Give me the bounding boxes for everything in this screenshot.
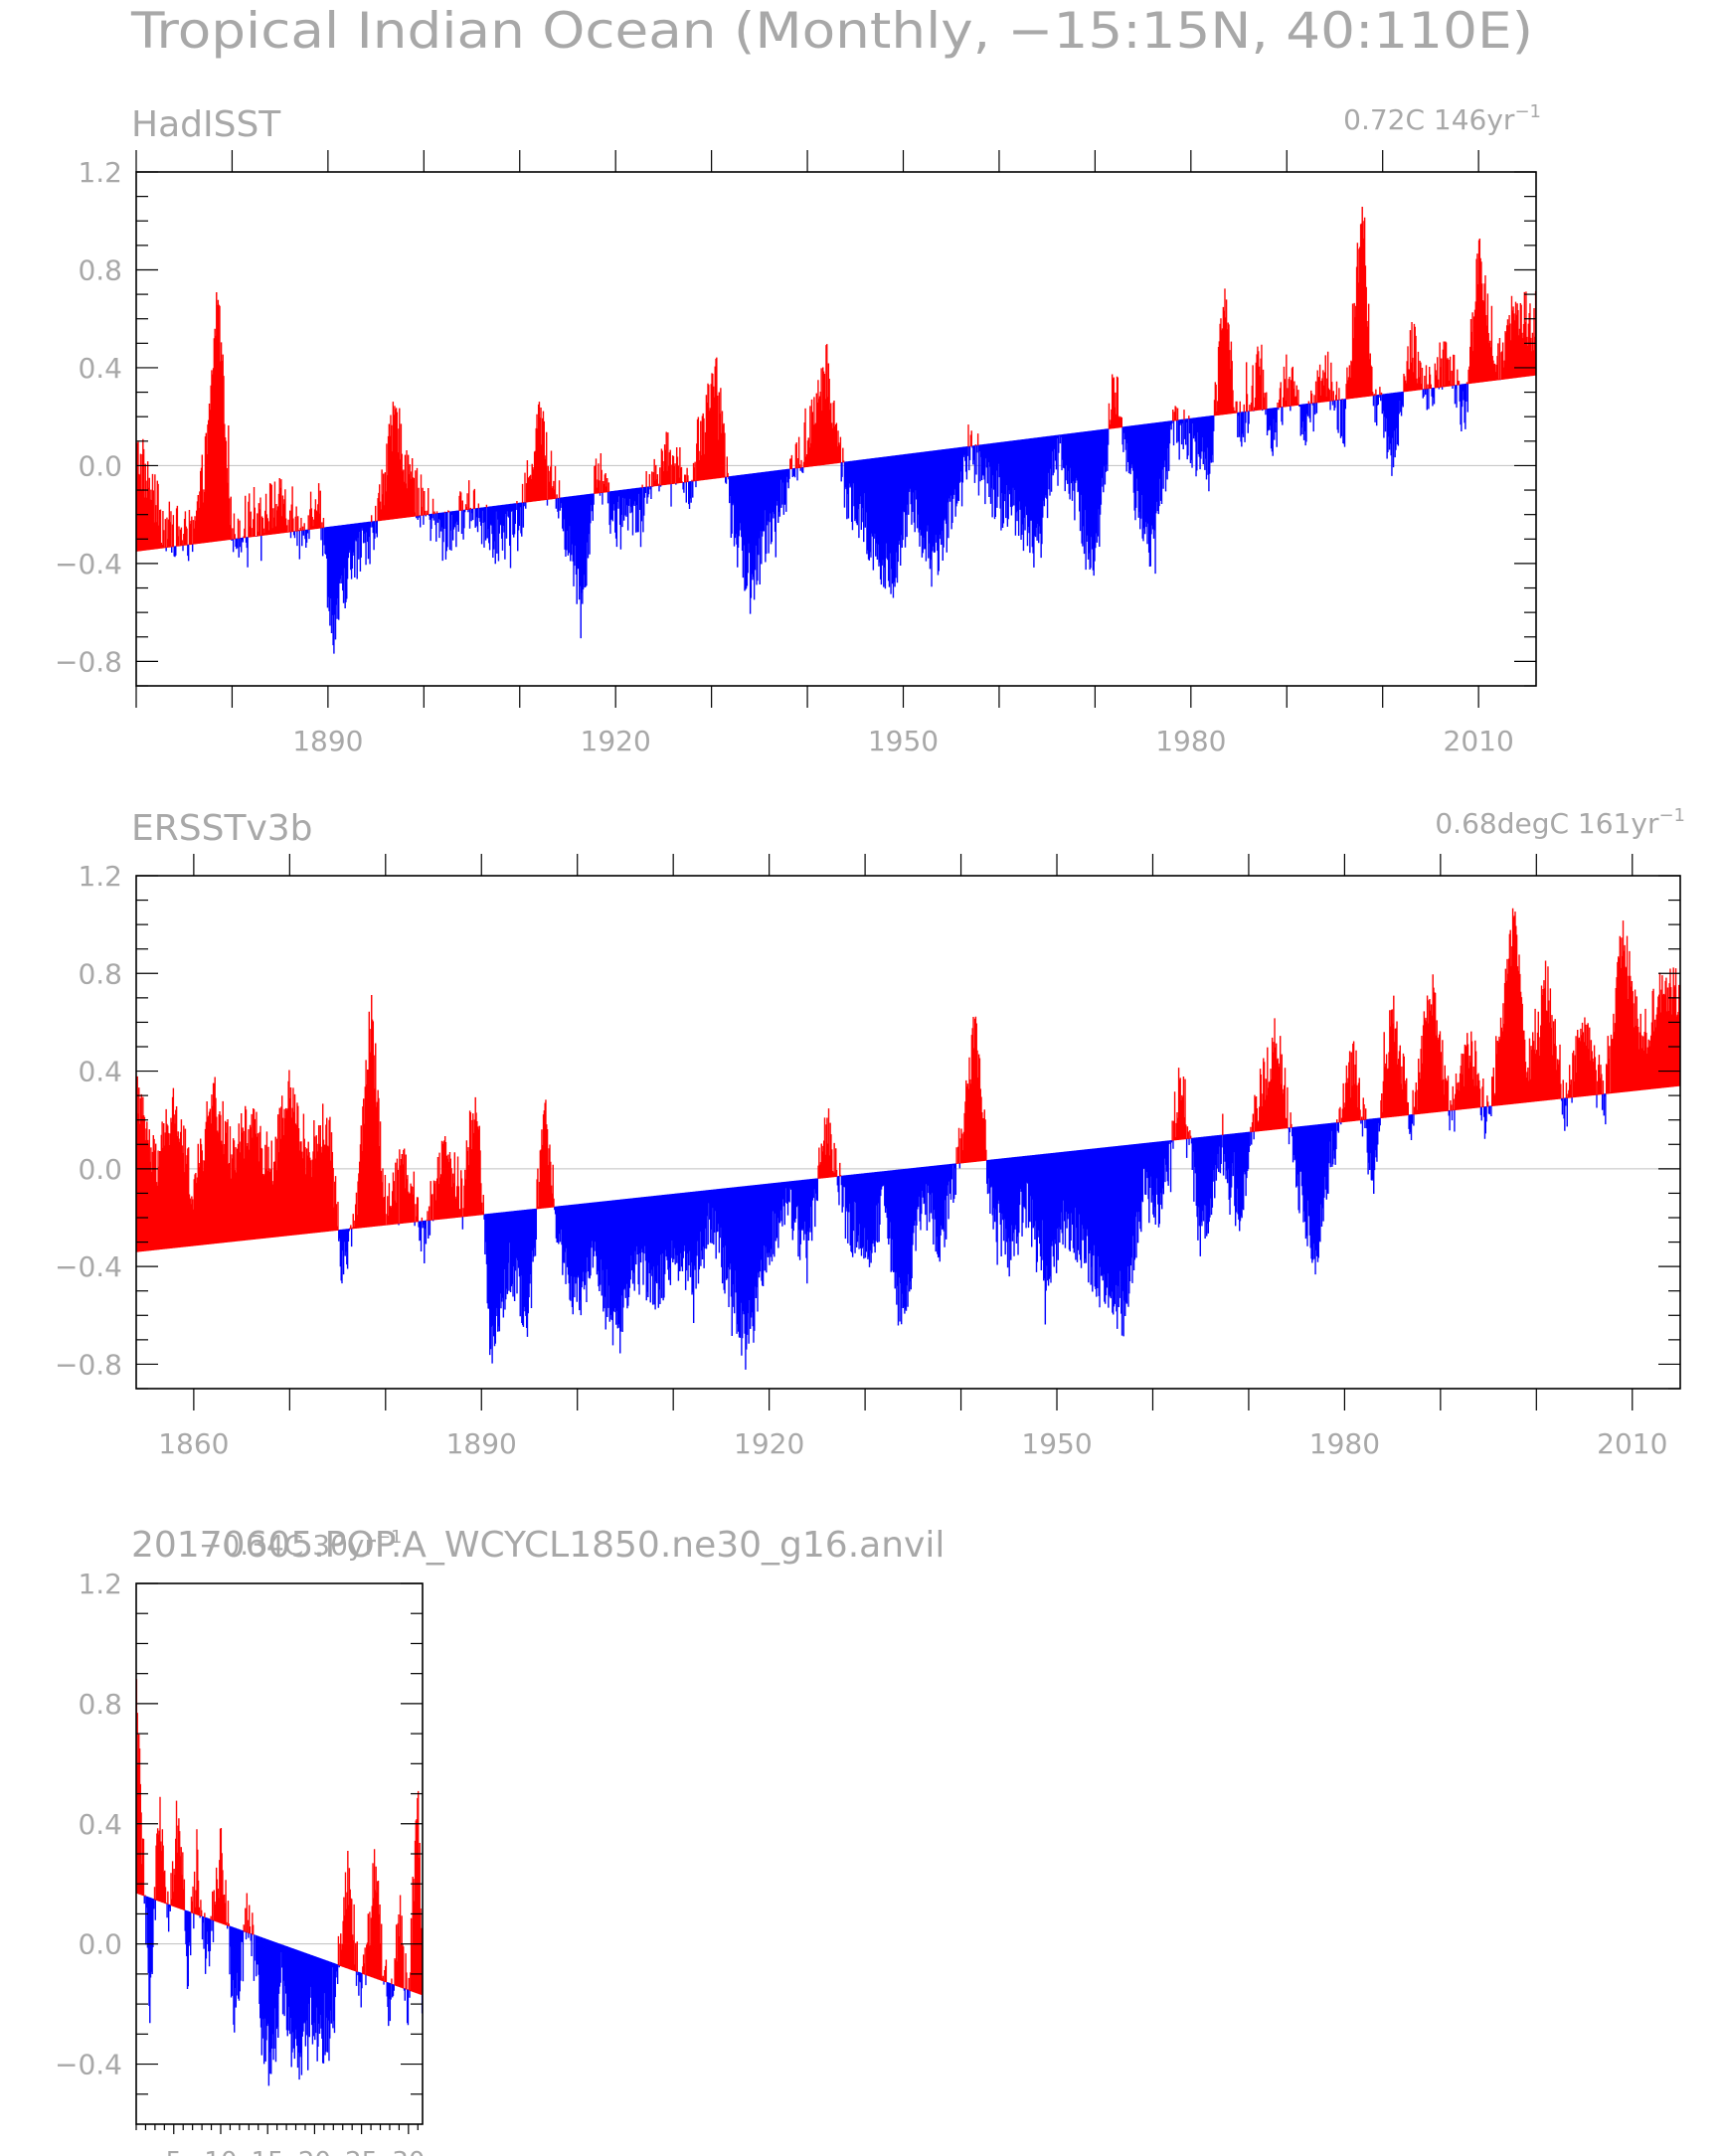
x-tick-label: 10 [204, 2147, 237, 2156]
positive-anomaly-bars [135, 908, 1681, 1252]
negative-anomaly-bars [143, 1895, 424, 2086]
x-tick-label: 1920 [581, 725, 651, 757]
y-tick-label: −0.4 [55, 1250, 122, 1283]
x-tick-label: 1980 [1309, 1427, 1380, 1460]
plot-frame [135, 875, 1681, 1390]
x-tick-label: 1890 [446, 1427, 517, 1460]
trend-label-hadisst: 0.72C 146yr−1 [1343, 101, 1541, 136]
y-tick-label: 1.2 [78, 1568, 122, 1600]
x-tick-label: 25 [345, 2147, 378, 2156]
x-tick-label: 1860 [158, 1427, 229, 1460]
negative-anomaly-bars [165, 379, 1501, 654]
x-tick-label: 1920 [734, 1427, 804, 1460]
panel-title-model: 20170605.POP.A_WCYCL1850.ne30_g16.anvil [131, 1525, 945, 1566]
y-tick-label: 0.8 [78, 1688, 122, 1721]
panel-title-ersst: ERSSTv3b [131, 808, 313, 849]
y-tick-label: −0.8 [55, 1348, 122, 1381]
panel-model: 20170605.POP.A_WCYCL1850.ne30_g16.anvil … [55, 1525, 945, 2156]
y-tick-label: 0.4 [78, 352, 122, 385]
y-tick-label: −0.4 [55, 2049, 122, 2081]
x-tick-label: 2010 [1444, 725, 1514, 757]
panel-ersst: ERSSTv3b 0.68degC 161yr−1 1.2 0.8 0.4 0.0 −0… [55, 805, 1685, 1460]
x-tick-label: 5 [165, 2147, 182, 2156]
y-tick-label: 0.8 [78, 957, 122, 990]
negative-anomaly-bars [338, 1093, 1607, 1370]
x-tick-label: 30 [392, 2147, 425, 2156]
panel-hadisst: HadISST 0.72C 146yr−1 1.2 0.8 0.4 0.0 −0.4 −0… [55, 101, 1541, 757]
trend-label-ersst: 0.68degC 161yr−1 [1435, 805, 1685, 840]
positive-anomaly-bars [135, 206, 1537, 552]
x-tick-label: 1950 [868, 725, 939, 757]
x-tick-label: 1950 [1021, 1427, 1092, 1460]
trend-label-model: −0.34C 30yr−1 [199, 1527, 403, 1562]
x-tick-label: 1980 [1155, 725, 1226, 757]
panel-title-hadisst: HadISST [131, 104, 281, 145]
x-tick-label: 20 [298, 2147, 331, 2156]
y-tick-label: 0.4 [78, 1808, 122, 1841]
y-tick-label: 0.4 [78, 1056, 122, 1088]
x-tick-label: 1890 [292, 725, 363, 757]
y-tick-label: −0.8 [55, 645, 122, 678]
figure-title: Tropical Indian Ocean (Monthly, −15:15N,… [130, 2, 1533, 60]
y-tick-label: 0.0 [78, 449, 122, 482]
y-tick-label: −0.4 [55, 548, 122, 580]
x-tick-label: 15 [252, 2147, 284, 2156]
y-tick-label: 0.0 [78, 1928, 122, 1961]
y-tick-label: 1.2 [78, 156, 122, 189]
y-tick-label: 0.0 [78, 1153, 122, 1186]
plot-frame [135, 171, 1537, 687]
y-tick-label: 0.8 [78, 253, 122, 286]
x-tick-label: 2010 [1597, 1427, 1667, 1460]
y-tick-label: 1.2 [78, 860, 122, 893]
